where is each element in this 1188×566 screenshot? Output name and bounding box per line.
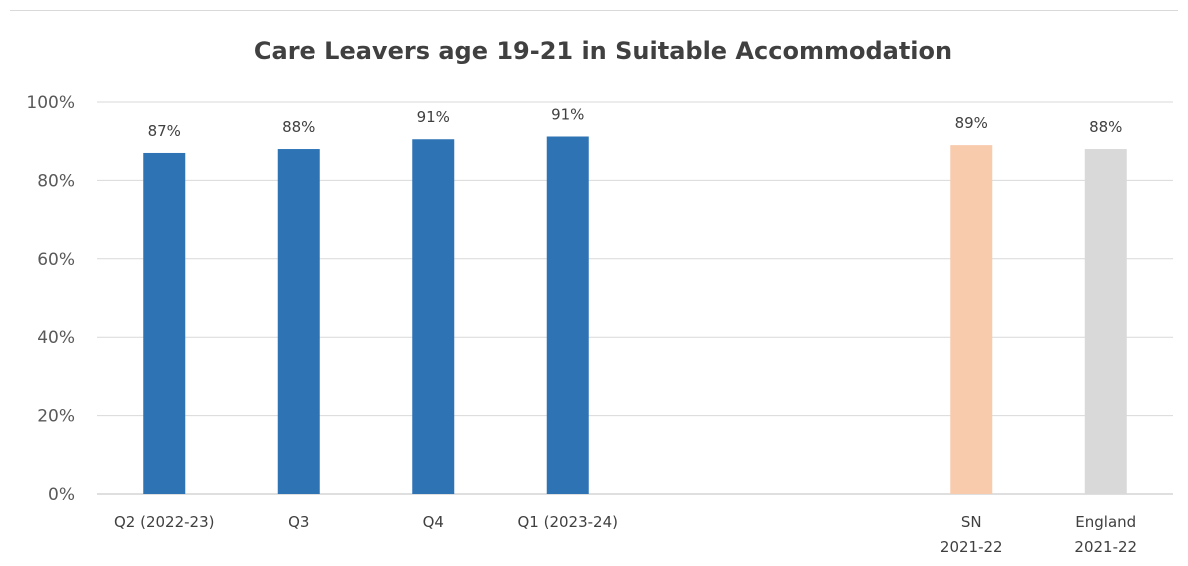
bar [277, 149, 320, 495]
x-category-label: SN [961, 513, 982, 531]
bar [412, 139, 455, 495]
gridlines [97, 101, 1173, 495]
data-label: 91% [417, 108, 450, 126]
y-axis-ticks: 0% 20% 40% 60% 80% 100% [26, 93, 75, 505]
bar [1084, 149, 1127, 495]
bar [546, 136, 589, 494]
x-category-label: Q3 [288, 513, 309, 531]
x-axis-categories: Q2 (2022-23) Q3 Q4 Q1 (2023-24) SN 2021-22 Eng… [114, 513, 1137, 556]
bar [950, 145, 993, 494]
x-category-label: Q1 (2023-24) [518, 513, 619, 531]
bar [143, 152, 186, 494]
y-tick-label: 60% [37, 250, 75, 270]
data-label: 88% [1089, 118, 1122, 136]
data-labels: 87% 88% 91% 91% 89% 88% [148, 105, 1123, 139]
y-tick-label: 40% [37, 328, 75, 348]
y-tick-label: 80% [37, 171, 75, 191]
data-label: 89% [955, 114, 988, 132]
y-tick-label: 0% [48, 485, 75, 505]
y-tick-label: 20% [37, 407, 75, 427]
chart-title: Care Leavers age 19-21 in Suitable Accom… [254, 37, 952, 65]
x-category-label: 2021-22 [1074, 538, 1137, 556]
bars [143, 136, 1127, 495]
x-category-label: 2021-22 [940, 538, 1003, 556]
x-category-label: Q2 (2022-23) [114, 513, 215, 531]
x-category-label: Q4 [423, 513, 444, 531]
top-border [10, 10, 1178, 11]
data-label: 91% [551, 105, 584, 123]
x-category-label: England [1075, 513, 1136, 531]
y-tick-label: 100% [26, 93, 75, 113]
data-label: 88% [282, 118, 315, 136]
data-label: 87% [148, 122, 181, 140]
